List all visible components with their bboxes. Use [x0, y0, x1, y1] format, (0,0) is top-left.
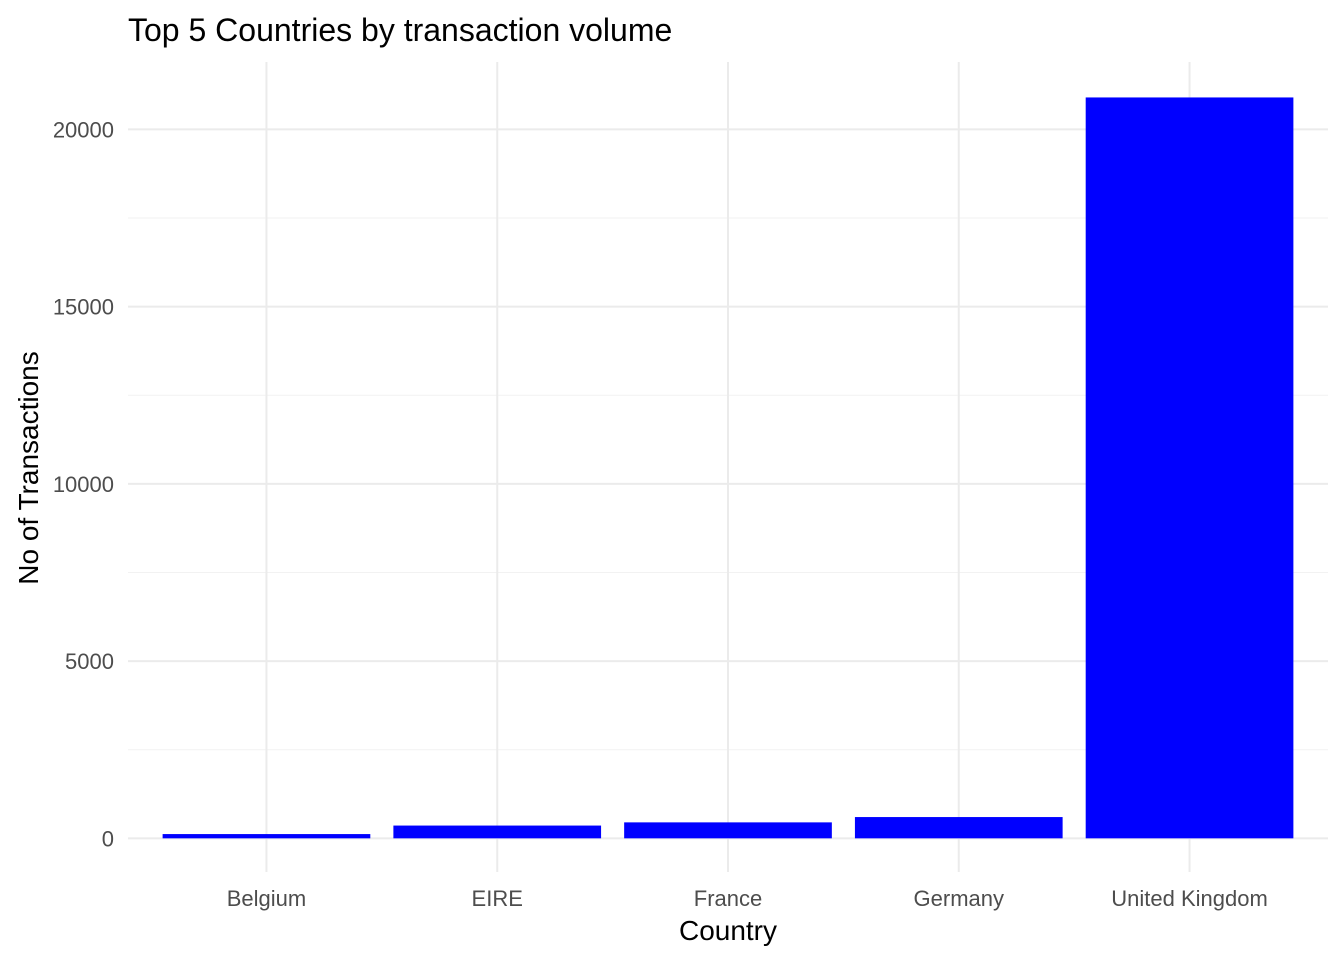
bar-layer	[162, 97, 1294, 839]
bar-eire	[393, 825, 602, 839]
x-tick-labels: Belgium EIRE France Germany United Kingdom	[227, 886, 1268, 911]
x-tick-label: Belgium	[227, 886, 306, 911]
bar-germany	[854, 817, 1063, 839]
bar-united-kingdom	[1085, 97, 1294, 839]
x-tick-label: EIRE	[472, 886, 523, 911]
y-tick-label: 15000	[53, 295, 114, 320]
x-axis-title: Country	[679, 915, 777, 946]
y-tick-label: 5000	[65, 649, 114, 674]
bar-belgium	[162, 834, 371, 839]
x-tick-label: Germany	[914, 886, 1004, 911]
y-axis-title: No of Transactions	[13, 351, 44, 584]
y-tick-label: 20000	[53, 117, 114, 142]
chart-title: Top 5 Countries by transaction volume	[128, 12, 672, 48]
y-tick-labels: 0 5000 10000 15000 20000	[53, 117, 114, 851]
x-tick-label: United Kingdom	[1111, 886, 1268, 911]
bar-france	[624, 822, 832, 839]
x-tick-label: France	[694, 886, 762, 911]
y-tick-label: 10000	[53, 472, 114, 497]
y-tick-label: 0	[102, 826, 114, 851]
